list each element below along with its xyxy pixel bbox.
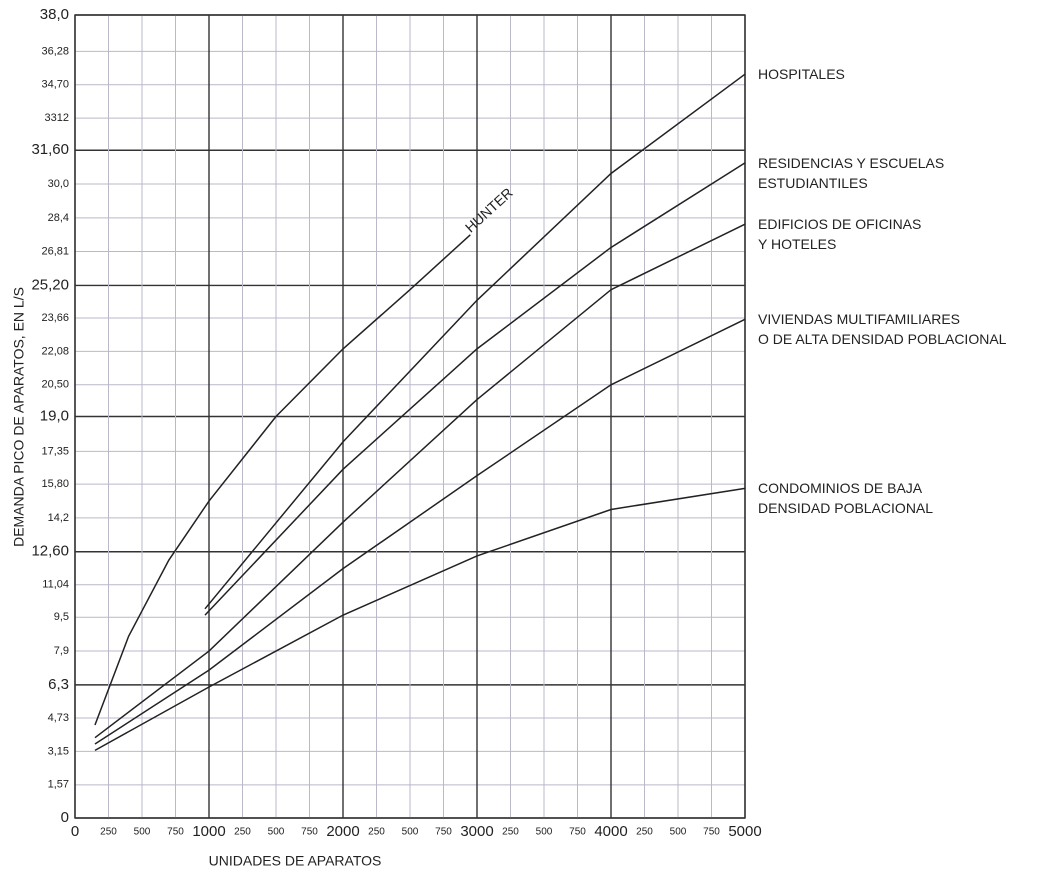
x-tick-label: 5000 [728,823,761,840]
y-tick-label: 1,57 [48,779,69,791]
y-tick-label: 28,4 [48,212,69,224]
y-tick-label: 12,60 [31,543,69,560]
x-tick-label: 0 [71,823,79,840]
y-tick-label: 19,0 [40,407,69,424]
y-tick-label: 34,70 [41,79,69,91]
y-tick-label: 17,35 [41,445,69,457]
y-tick-label: 0 [61,809,69,826]
y-tick-label: 3312 [45,112,69,124]
x-tick-label: 500 [536,827,553,838]
x-tick-label: 750 [703,827,720,838]
x-tick-label: 500 [670,827,687,838]
y-tick-label: 4,73 [48,712,69,724]
series-line [94,223,746,739]
y-tick-label: 7,9 [54,645,69,657]
y-axis-label: DEMANDA PICO DE APARATOS, EN L/S [11,287,27,547]
series-line [94,234,471,726]
x-axis-label: UNIDADES DE APARATOS [209,853,382,869]
y-tick-label: 15,80 [41,478,69,490]
series-line [204,162,746,616]
series-label: EDIFICIOS DE OFICINAS Y HOTELES [758,216,922,253]
y-tick-label: 25,20 [31,276,69,293]
series-label: RESIDENCIAS Y ESCUELAS ESTUDIANTILES [758,154,945,191]
x-tick-label: 250 [636,827,653,838]
x-tick-label: 2000 [326,823,359,840]
series-line [94,487,746,752]
x-tick-label: 3000 [460,823,493,840]
x-tick-label: 250 [502,827,519,838]
y-tick-label: 26,81 [41,245,69,257]
series-label: CONDOMINIOS DE BAJA DENSIDAD POBLACIONAL [758,480,934,517]
y-tick-label: 31,60 [31,141,69,158]
series-label: VIVIENDAS MULTIFAMILIARES O DE ALTA DENS… [758,311,1007,348]
y-tick-label: 6,3 [48,676,69,693]
x-tick-label: 250 [368,827,385,838]
x-tick-label: 750 [301,827,318,838]
y-tick-label: 36,28 [41,45,69,57]
y-tick-label: 3,15 [48,745,69,757]
x-tick-label: 500 [268,827,285,838]
y-tick-label: 23,66 [41,312,69,324]
y-tick-label: 22,08 [41,345,69,357]
x-tick-label: 500 [402,827,419,838]
x-tick-label: 750 [167,827,184,838]
x-tick-label: 1000 [192,823,225,840]
x-tick-label: 500 [134,827,151,838]
y-tick-label: 30,0 [48,178,69,190]
y-tick-label: 14,2 [48,512,69,524]
series-label: HOSPITALES [758,66,845,83]
x-tick-label: 750 [569,827,586,838]
series-line [204,73,746,610]
y-tick-label: 9,5 [54,611,69,623]
y-tick-label: 11,04 [42,579,69,591]
y-tick-label: 38,0 [40,6,69,23]
x-tick-label: 4000 [594,823,627,840]
plot-frame [74,14,746,819]
x-tick-label: 750 [435,827,452,838]
x-tick-label: 250 [100,827,117,838]
y-tick-label: 20,50 [41,379,69,391]
series-line [94,318,746,745]
x-tick-label: 250 [234,827,251,838]
